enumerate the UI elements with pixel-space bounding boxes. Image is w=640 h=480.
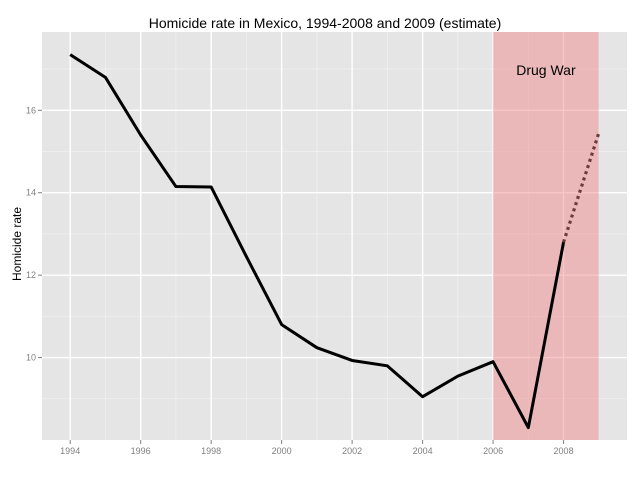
x-tick-label-2004: 2004 xyxy=(413,446,433,456)
y-tick-label-14: 14 xyxy=(26,188,36,198)
series-lines xyxy=(69,53,601,430)
y-axis-ticks: 10 12 14 16 xyxy=(26,105,42,363)
drug-war-label: Drug War xyxy=(516,62,576,78)
y-tick-label-10: 10 xyxy=(26,353,36,363)
drug-war-shaded-region xyxy=(493,32,599,440)
y-tick-label-16: 16 xyxy=(26,105,36,115)
x-tick-label-1998: 1998 xyxy=(201,446,221,456)
y-axis-label: Homicide rate xyxy=(10,207,24,281)
x-axis-ticks: 1994 1996 1998 2000 2002 2004 2006 2008 xyxy=(60,440,574,456)
x-tick-label-1994: 1994 xyxy=(60,446,80,456)
y-tick-label-12: 12 xyxy=(26,270,36,280)
chart-title: Homicide rate in Mexico, 1994-2008 and 2… xyxy=(149,15,502,31)
x-tick-label-2006: 2006 xyxy=(483,446,503,456)
x-tick-label-1996: 1996 xyxy=(131,446,151,456)
series-line-observed xyxy=(69,53,566,430)
x-tick-label-2000: 2000 xyxy=(272,446,292,456)
plot-panel xyxy=(42,32,627,440)
major-gridlines xyxy=(42,32,627,440)
x-tick-label-2008: 2008 xyxy=(554,446,574,456)
minor-gridlines xyxy=(42,32,627,440)
x-tick-label-2002: 2002 xyxy=(342,446,362,456)
